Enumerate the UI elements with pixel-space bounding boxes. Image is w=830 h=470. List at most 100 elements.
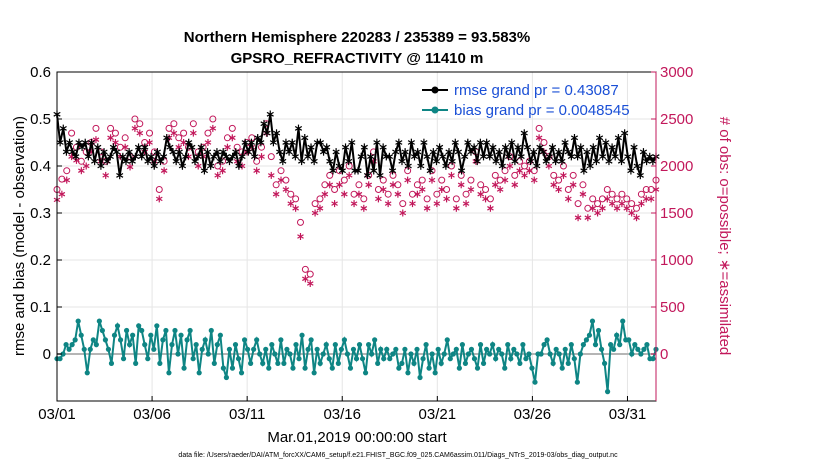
rmse-point [194,152,202,161]
rmse-point [134,143,143,151]
possible-obs-point [374,186,382,193]
x-tick-label: 03/21 [419,406,457,423]
rmse-point [323,143,331,151]
bias-point [426,365,432,371]
assimilated-obs-point [453,204,460,212]
bias-point [350,346,357,352]
rmse-point [213,148,221,156]
bias-point [580,342,586,348]
possible-obs-point [423,195,431,203]
bias-point [356,342,363,348]
rmse-point [489,143,497,151]
y-tick-label: 0.6 [30,64,51,81]
possible-obs-point [447,162,455,170]
x-tick-label: 03/26 [514,406,552,423]
possible-obs-point [428,167,436,175]
possible-obs-point [594,200,602,208]
rmse-point [200,166,208,175]
assimilated-obs-point [418,186,426,193]
rmse-point [351,166,359,175]
rmse-point [439,152,447,161]
rmse-point [304,152,312,161]
rmse-point [348,138,356,147]
possible-obs-point [355,181,363,189]
rmse-point [178,162,187,170]
bias-point [390,351,396,357]
bias-point [502,365,508,371]
bias-point [362,370,369,376]
rmse-point [454,148,463,156]
y2-tick-label: 2500 [660,111,693,128]
bias-point [532,379,538,385]
assimilated-obs-point [511,181,519,189]
bias-point [299,332,305,338]
possible-obs-point [321,181,329,189]
assimilated-obs-point [160,167,168,175]
assimilated-obs-point [340,190,348,198]
bias-point [556,351,562,357]
bias-point [175,351,181,357]
rmse-point [385,152,394,161]
rmse-point [530,148,538,156]
bias-point [462,360,469,366]
assimilated-obs-point [311,209,319,217]
assimilated-obs-point [569,181,577,189]
rmse-point [241,138,249,147]
rmse-point [310,157,318,166]
rmse-point [555,148,563,156]
bias-point [465,351,472,357]
possible-obs-point [209,115,217,123]
rmse-point [257,138,265,147]
assimilated-obs-point [443,195,450,203]
assimilated-obs-point [131,124,139,132]
possible-obs-point [608,190,616,198]
bias-series [54,318,659,395]
rmse-point [269,138,277,147]
rmse-point [298,157,306,166]
rmse-point [72,152,80,161]
possible-obs-point [306,270,314,278]
assimilated-obs-point [331,200,338,208]
rmse-point [586,162,594,170]
rmse-point [492,157,500,166]
assimilated-obs-point [360,204,368,212]
bias-point [526,351,532,357]
bias-point [468,346,475,352]
bias-point [148,332,154,338]
bias-point [211,360,217,366]
rmse-point [56,138,64,147]
rmse-point [106,152,114,161]
possible-obs-point [282,176,290,184]
rmse-point [442,162,450,170]
assimilated-obs-point [599,204,606,212]
bias-point [96,318,102,324]
bias-point [598,346,605,352]
bias-point [181,365,187,371]
assimilated-obs-point [409,200,416,208]
bias-point [169,342,175,348]
chart-subtitle: GPSRO_REFRACTIVITY @ 11410 m [231,50,484,67]
y-tick-label: 0.4 [30,158,51,175]
assimilated-obs-point [336,181,343,189]
possible-obs-point [146,129,154,137]
possible-obs-point [467,176,475,184]
rmse-point [84,152,92,161]
bias-point [57,356,63,362]
bias-point [384,346,390,352]
rmse-point [407,138,415,147]
bias-point [520,342,526,348]
bias-point [626,337,632,343]
bias-point [326,356,332,362]
rmse-point [624,152,632,161]
assimilated-obs-point [565,195,572,203]
bias-point [375,360,381,366]
possible-obs-point [360,195,368,203]
assimilated-obs-point [623,204,631,212]
bias-point [517,360,523,366]
rmse-point [338,166,346,175]
rmse-point [122,157,130,166]
bias-point [75,318,81,324]
bias-point [114,323,121,329]
bias-point [223,374,230,381]
